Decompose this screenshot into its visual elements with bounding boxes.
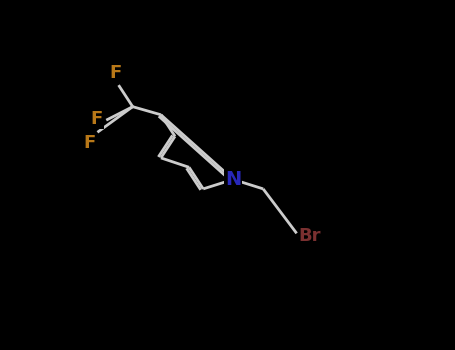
Text: F: F xyxy=(83,134,96,152)
Text: F: F xyxy=(109,64,121,83)
Text: Br: Br xyxy=(298,227,321,245)
Text: F: F xyxy=(91,110,103,128)
Text: N: N xyxy=(225,170,241,189)
